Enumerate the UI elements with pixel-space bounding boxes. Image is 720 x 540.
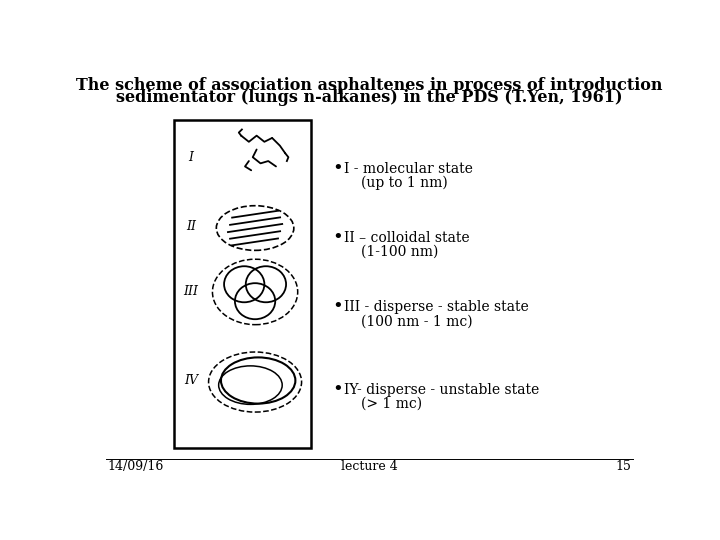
Text: sedimentator (lungs n-alkanes) in the PDS (T.Yen, 1961): sedimentator (lungs n-alkanes) in the PD… [116,90,622,106]
Text: The scheme of association asphaltenes in process of introduction: The scheme of association asphaltenes in… [76,77,662,94]
Text: I: I [188,151,193,164]
Ellipse shape [216,206,294,251]
Text: •: • [333,381,343,399]
Text: •: • [333,298,343,316]
Text: III - disperse - stable state: III - disperse - stable state [344,300,529,314]
Text: •: • [333,160,343,178]
Text: IV: IV [184,374,198,387]
Text: II – colloidal state: II – colloidal state [344,231,470,245]
Ellipse shape [209,352,302,412]
Text: II: II [186,220,196,233]
Text: IY- disperse - unstable state: IY- disperse - unstable state [344,383,539,397]
Text: 14/09/16: 14/09/16 [107,460,163,473]
Text: (1-100 nm): (1-100 nm) [361,245,438,259]
Ellipse shape [212,259,297,325]
Text: (100 nm - 1 mc): (100 nm - 1 mc) [361,314,473,328]
Text: lecture 4: lecture 4 [341,460,397,473]
Text: •: • [333,229,343,247]
Bar [174,120,311,448]
Text: 15: 15 [615,460,631,473]
Text: I - molecular state: I - molecular state [344,162,473,176]
Text: (> 1 mc): (> 1 mc) [361,396,423,410]
Text: III: III [184,286,198,299]
Text: (up to 1 nm): (up to 1 nm) [361,176,448,190]
